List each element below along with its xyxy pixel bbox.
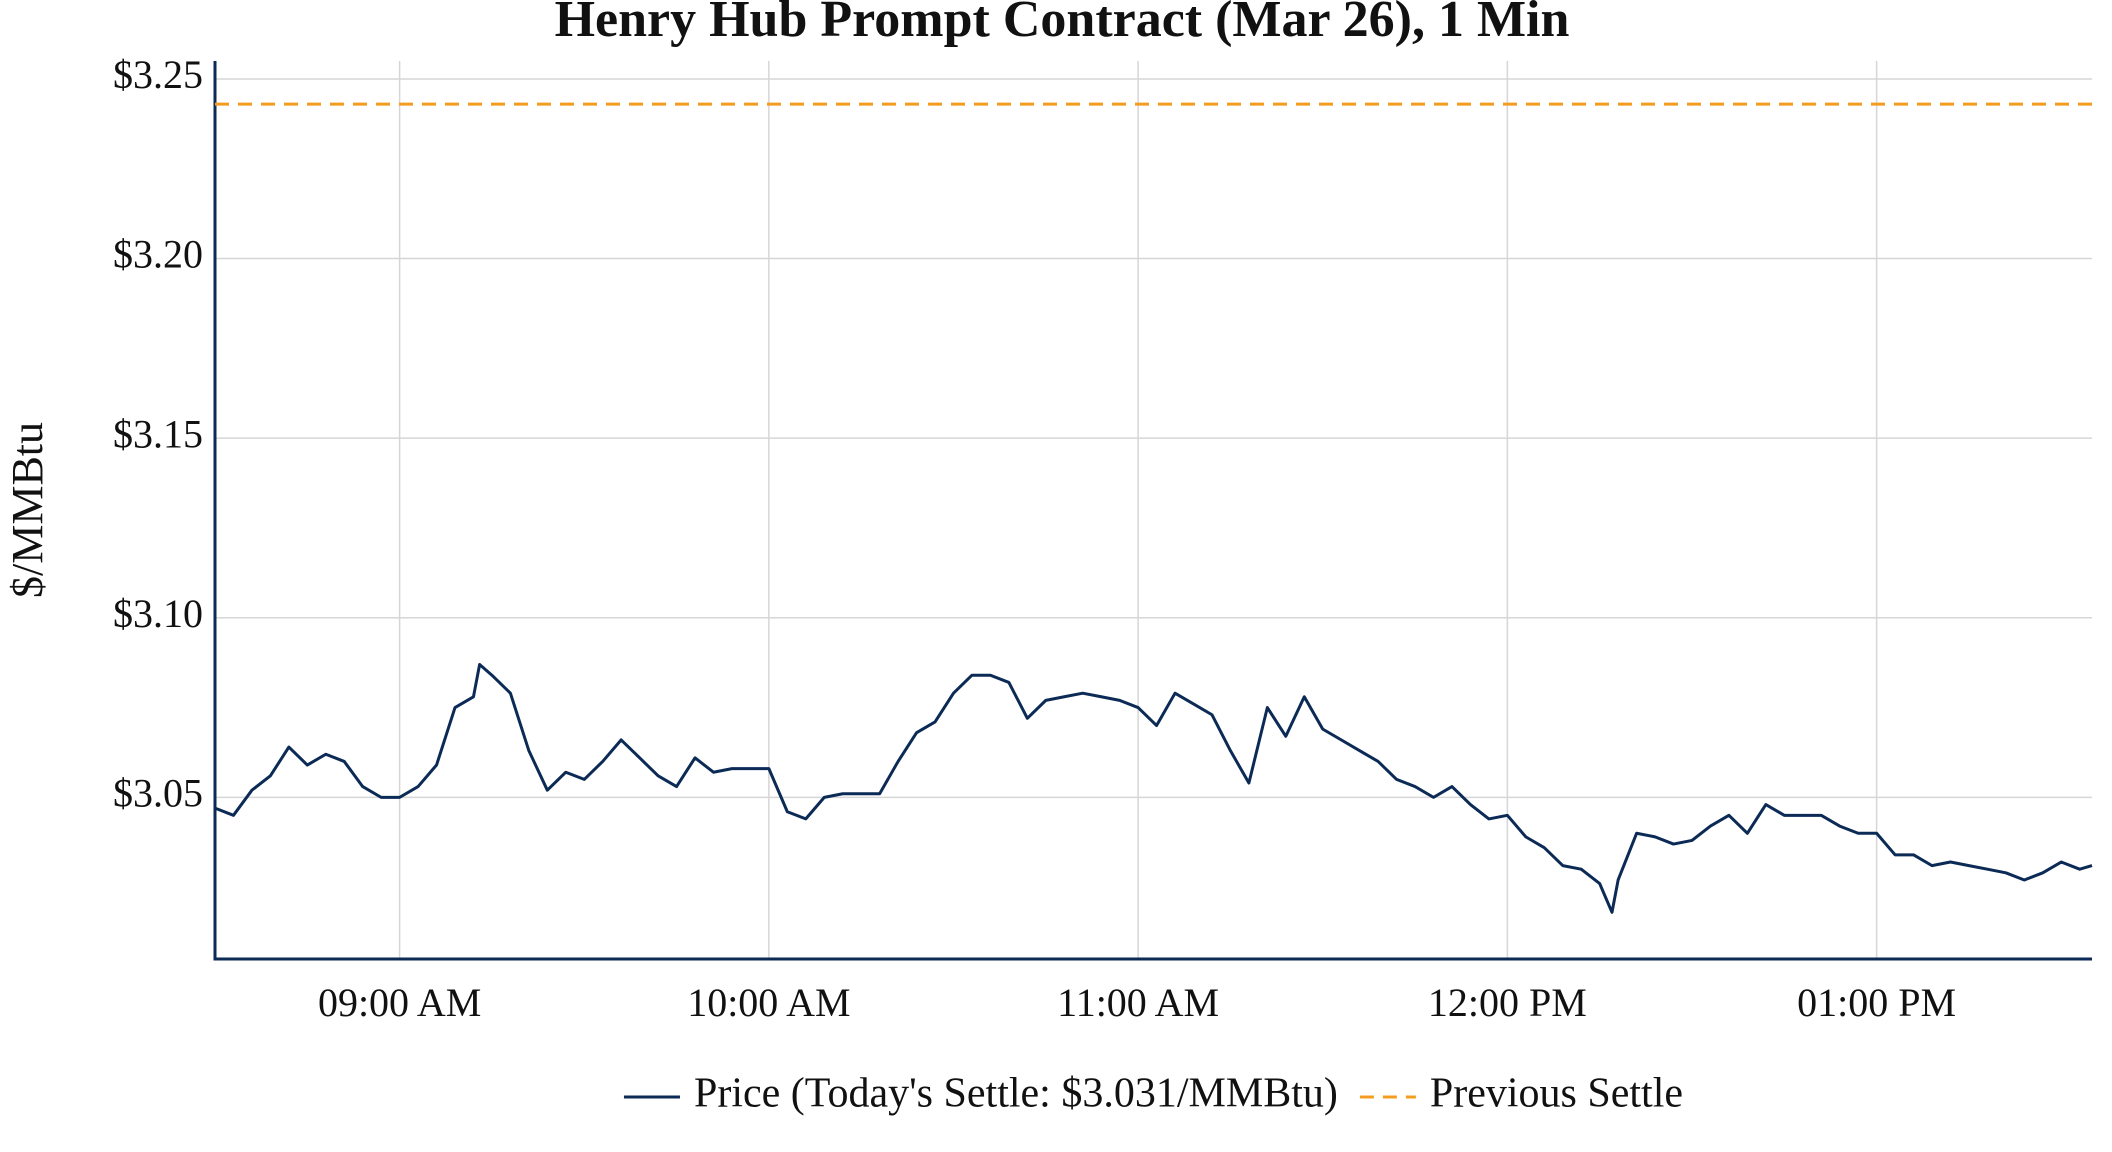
chart-title: Henry Hub Prompt Contract (Mar 26), 1 Mi… xyxy=(555,0,1570,48)
legend-label: Previous Settle xyxy=(1430,1071,1683,1117)
y-axis-label: $/MMBtu xyxy=(3,422,52,598)
x-tick-label: 12:00 PM xyxy=(1428,980,1587,1025)
y-tick-label: $3.25 xyxy=(113,52,203,97)
legend-label: Price (Today's Settle: $3.031/MMBtu) xyxy=(694,1071,1338,1117)
y-tick-label: $3.20 xyxy=(113,232,203,277)
y-tick-label: $3.15 xyxy=(113,411,203,456)
y-tick-label: $3.10 xyxy=(113,591,203,636)
x-tick-label: 11:00 AM xyxy=(1057,980,1219,1025)
legend: Price (Today's Settle: $3.031/MMBtu) Prev… xyxy=(623,1071,1683,1117)
x-tick-label: 09:00 AM xyxy=(318,980,481,1025)
price-line xyxy=(214,662,2093,914)
x-tick-label: 01:00 PM xyxy=(1797,980,1956,1025)
x-tick-label: 10:00 AM xyxy=(687,980,850,1025)
y-tick-label: $3.05 xyxy=(113,771,203,816)
